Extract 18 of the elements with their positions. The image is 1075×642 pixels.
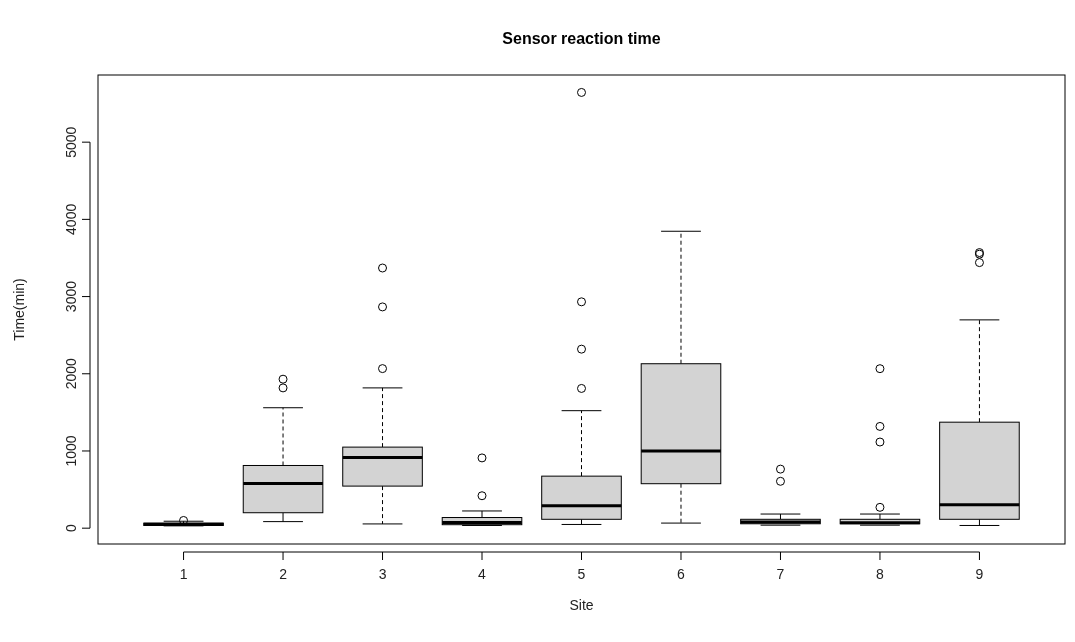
y-tick-label: 0: [63, 524, 79, 533]
x-tick-label: 8: [876, 566, 885, 582]
x-tick-label: 2: [279, 566, 288, 582]
x-axis-title: Site: [569, 597, 594, 613]
x-tick-label: 6: [677, 566, 686, 582]
chart-title: Sensor reaction time: [502, 30, 661, 47]
x-tick-label: 3: [378, 566, 387, 582]
x-tick-label: 7: [776, 566, 785, 582]
x-tick-label: 9: [975, 566, 984, 582]
y-tick-label: 5000: [63, 126, 79, 158]
y-tick-label: 1000: [63, 435, 79, 467]
y-tick-label: 3000: [63, 280, 79, 313]
x-tick-label: 1: [179, 566, 188, 582]
y-tick-label: 2000: [63, 357, 79, 390]
y-axis-title: Time(min): [11, 278, 27, 341]
x-tick-label: 5: [577, 566, 586, 582]
y-tick-label: 4000: [63, 203, 79, 235]
x-tick-label: 4: [478, 566, 487, 582]
